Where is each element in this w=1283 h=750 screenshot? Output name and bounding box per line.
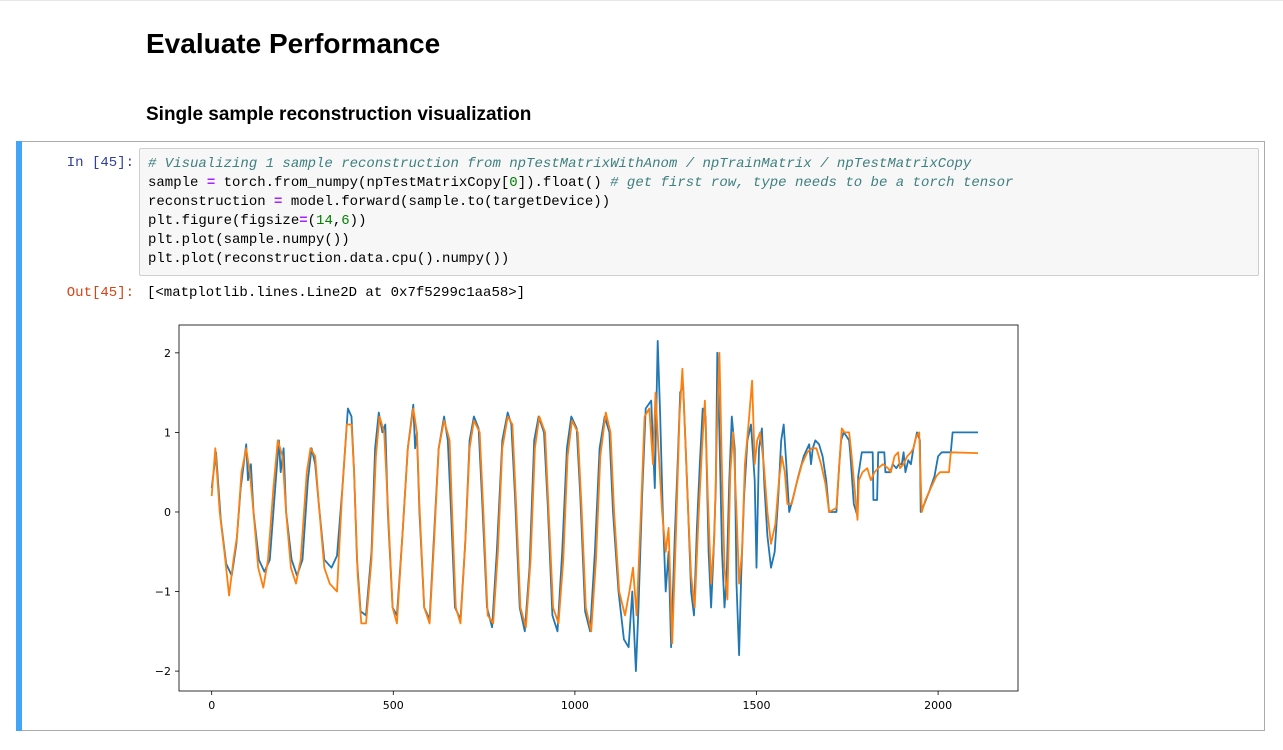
- y-axis: −2 −1 0 1 2: [155, 347, 179, 678]
- code-token: reconstruction: [148, 194, 275, 210]
- x-tick-label: 500: [383, 699, 404, 712]
- y-tick-label: −1: [155, 586, 171, 599]
- x-tick-label: 1500: [742, 699, 770, 712]
- code-token: plt.plot(reconstruction.data.cpu().numpy…: [148, 251, 510, 267]
- y-tick-label: −2: [155, 665, 171, 678]
- x-tick-label: 2000: [924, 699, 952, 712]
- y-tick-label: 1: [164, 426, 171, 439]
- code-token: =: [274, 194, 283, 210]
- code-token: )): [349, 213, 367, 229]
- code-token: plt.figure(figsize: [148, 213, 300, 229]
- code-token: model.forward(sample.to(targetDevice)): [282, 194, 611, 210]
- code-token: 14: [316, 213, 333, 229]
- code-token: ,: [332, 213, 342, 229]
- code-line: sample = torch.from_numpy(npTestMatrixCo…: [148, 174, 1258, 193]
- series-line-sample: [210, 339, 978, 673]
- input-prompt: In [45]:: [66, 155, 134, 171]
- heading-evaluate-performance: Evaluate Performance: [146, 28, 441, 59]
- code-line: plt.plot(reconstruction.data.cpu().numpy…: [148, 250, 1258, 269]
- output-prompt: Out[45]:: [66, 285, 134, 301]
- output-text: [<matplotlib.lines.Line2D at 0x7f5299c1a…: [147, 285, 526, 301]
- subheading-reconstruction: Single sample reconstruction visualizati…: [146, 104, 532, 125]
- cell-selection-bar: [16, 141, 22, 731]
- code-token: 0: [509, 175, 518, 191]
- x-tick-label: 0: [208, 699, 215, 712]
- code-token: # get first row, type needs to be a torc…: [610, 175, 1014, 191]
- x-tick-label: 1000: [561, 699, 589, 712]
- code-line: reconstruction = model.forward(sample.to…: [148, 193, 1258, 212]
- y-tick-label: 2: [164, 347, 171, 360]
- code-token: # Visualizing 1 sample reconstruction fr…: [148, 156, 972, 172]
- series-line-reconstruction: [210, 351, 979, 645]
- code-token: 6: [341, 213, 350, 229]
- top-divider: [0, 0, 1283, 1]
- code-token: torch.from_numpy(npTestMatrixCopy[: [215, 175, 510, 191]
- code-token: ]).float(): [517, 175, 611, 191]
- x-axis: 0 500 1000 1500 2000: [208, 691, 952, 712]
- code-line: plt.figure(figsize=(14,6)): [148, 212, 1258, 231]
- code-token: =: [299, 213, 308, 229]
- line-plot: −2 −1 0 1 2 0 500 1000 1500 2000: [155, 324, 1019, 712]
- plot-lines: [210, 339, 979, 673]
- y-tick-label: 0: [164, 506, 171, 519]
- code-line: plt.plot(sample.numpy()): [148, 231, 1258, 250]
- code-token: =: [206, 175, 216, 191]
- code-token: (: [307, 213, 317, 229]
- plot-frame: [178, 324, 1019, 692]
- code-token: plt.plot(sample.numpy()): [148, 232, 350, 248]
- code-editor[interactable]: # Visualizing 1 sample reconstruction fr…: [139, 148, 1259, 276]
- code-line: # Visualizing 1 sample reconstruction fr…: [148, 155, 1258, 174]
- code-token: sample: [148, 175, 207, 191]
